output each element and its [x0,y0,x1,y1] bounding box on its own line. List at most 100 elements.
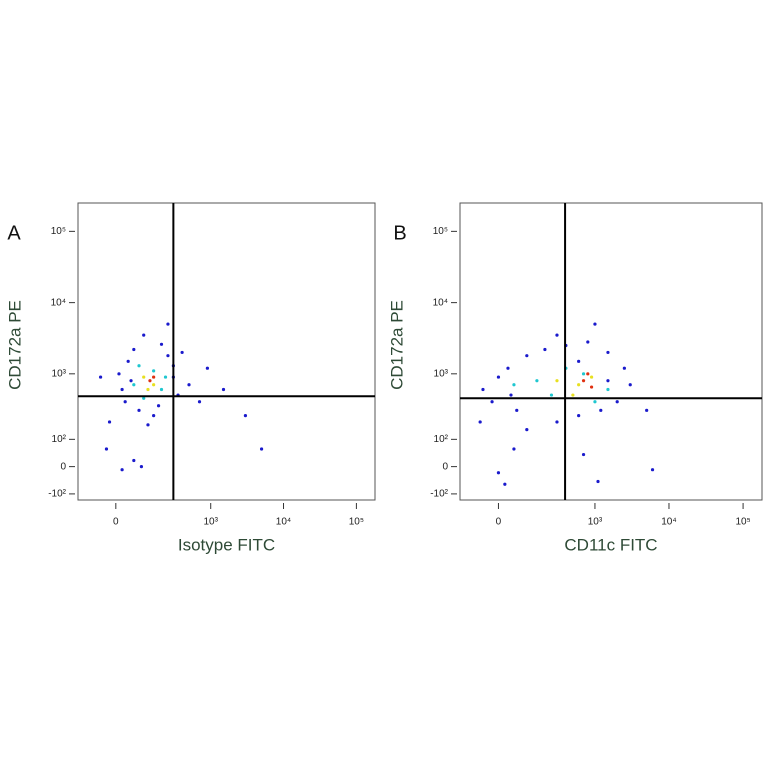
event-dot [142,375,146,379]
y-tick-label: 10² [434,434,449,445]
event-dot [586,372,590,376]
event-dot [481,387,485,392]
y-tick-label: 10⁵ [433,226,448,237]
event-dot [159,342,164,346]
event-dot [549,393,554,397]
plot-frame [77,202,376,501]
event-dot [543,347,547,352]
event-dot [137,408,141,412]
event-dot [581,379,586,383]
event-dot [525,354,529,358]
event-dot [577,359,581,363]
event-dot [650,468,655,472]
y-tick-label: 10³ [52,368,67,379]
event-dot [503,482,507,486]
event-dot [512,447,516,451]
event-dot [478,420,482,424]
y-axis-label: CD172a PE [5,300,24,390]
event-dot [535,379,539,383]
event-dot [180,350,184,355]
event-dot [512,383,516,387]
event-dot [107,420,112,424]
x-tick-label: 10⁵ [735,517,750,528]
event-dot [645,408,649,412]
event-dot [615,400,619,404]
plot-frame [459,202,763,501]
event-dot [120,468,124,472]
panel-label: B [393,222,406,244]
y-tick-label: 0 [60,461,66,472]
x-tick-label: 0 [113,517,119,528]
event-dot [142,396,146,400]
y-tick-label: 10⁵ [51,226,66,237]
panel-label: A [7,222,21,244]
y-tick-label: 10⁴ [433,297,448,308]
event-dot [152,369,156,373]
event-dot [628,383,632,387]
y-tick-label: 0 [442,461,448,472]
event-dot [509,393,513,397]
event-dot [187,383,191,387]
event-dot [571,393,575,397]
event-dot [137,364,141,368]
event-dot [139,465,144,469]
event-dot [146,387,150,392]
event-dot [577,414,581,418]
event-dot [589,375,594,379]
event-dot [152,414,156,418]
event-dot [104,447,109,451]
event-dot [490,400,494,404]
x-tick-label: 10³ [203,517,218,528]
event-dot [205,366,209,370]
x-axis-label: CD11c FITC [564,535,657,554]
event-dot [132,383,136,387]
event-dot [515,408,519,412]
event-dot [142,333,146,337]
event-dot [606,379,610,383]
event-dot [159,387,164,392]
y-tick-label: 10³ [434,368,449,379]
event-dot [581,452,586,457]
event-dot [586,340,590,344]
event-dot [123,400,127,404]
event-dot [163,375,168,379]
event-dot [98,375,103,379]
x-tick-label: 0 [496,517,502,528]
y-tick-label: -10² [48,489,66,500]
event-dot [599,408,603,412]
event-dot [152,383,156,387]
event-dot [496,375,501,379]
event-dot [156,404,161,408]
event-dot [606,350,610,355]
event-dot [593,400,597,404]
event-dot [496,471,501,475]
event-dot [132,347,136,352]
event-dot [148,379,152,383]
event-dot [506,366,510,370]
y-tick-label: 10² [52,434,67,445]
event-dot [129,379,133,383]
event-dot [606,387,610,392]
y-axis-label: CD172a PE [387,300,406,390]
y-tick-label: -10² [430,489,448,500]
event-dot [221,387,226,392]
event-dot [581,372,586,376]
event-dot [577,383,581,387]
event-dot [259,447,264,451]
event-dot [525,428,529,432]
x-tick-label: 10³ [588,517,603,528]
event-dot [243,414,248,418]
event-dot [555,379,559,383]
x-tick-label: 10⁵ [349,517,364,528]
event-dot [117,372,121,376]
y-tick-label: 10⁴ [51,297,66,308]
event-dot [589,385,594,389]
x-tick-label: 10⁴ [276,517,291,528]
event-dot [146,423,150,427]
event-dot [555,333,559,337]
event-dot [132,458,136,463]
event-dot [152,375,156,379]
event-dot [555,420,559,424]
event-dot [622,366,626,370]
